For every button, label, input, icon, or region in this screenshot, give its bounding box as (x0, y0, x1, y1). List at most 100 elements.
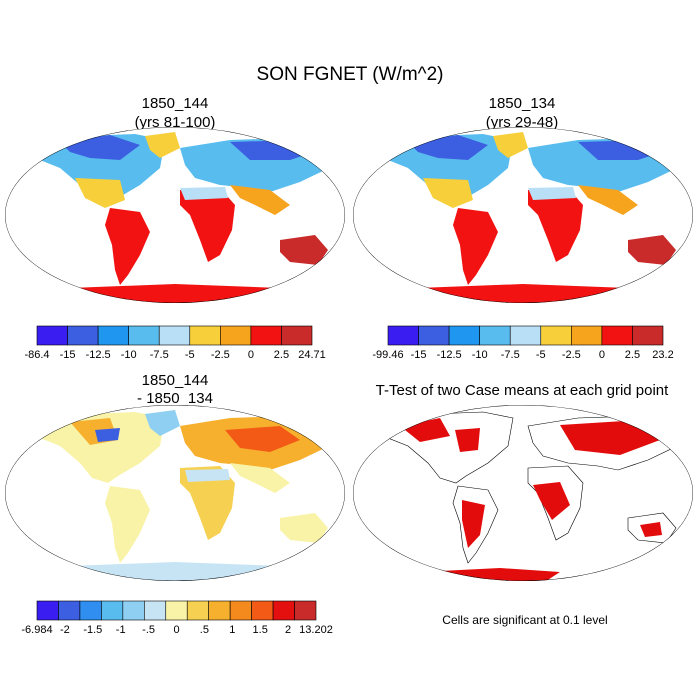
colorbar-tick-label: .5 (200, 624, 209, 636)
land-south-america (453, 208, 498, 285)
colorbar-swatch (479, 325, 511, 346)
colorbar-swatch (79, 600, 102, 621)
colorbar-tick-label: 1 (229, 624, 235, 636)
panel-1-title-line2: (yrs 81-100) (134, 114, 216, 131)
colorbar-tick-label: -15 (60, 349, 76, 361)
colorbar-swatch (128, 325, 160, 346)
land-australia (280, 513, 328, 543)
land-antarctica (20, 284, 330, 303)
colorbar-tick-label: -12.5 (437, 349, 462, 361)
colorbar-tick-label: -2.5 (211, 349, 230, 361)
panel-4-title: T-Test of two Case means at each grid po… (375, 382, 669, 399)
colorbar-swatch (36, 600, 59, 621)
land-sahara (528, 187, 576, 200)
colorbar-swatch (272, 600, 295, 621)
colorbar-tick-label: -7.5 (501, 349, 520, 361)
colorbar-tick-label: 13.202 (299, 624, 333, 636)
land-greenland (493, 132, 528, 158)
colorbar-swatch (448, 325, 480, 346)
colorbar-1: -86.4 -15 -12.5 -10 -7.5 -5 -2.5 0 2.5 24.71 (24, 325, 326, 361)
sig-africa (533, 482, 570, 520)
colorbar-swatch (418, 325, 450, 346)
land-africa-sahel (185, 469, 230, 482)
colorbar-tick-label: -86.4 (24, 349, 49, 361)
land-africa (180, 466, 235, 540)
colorbar-swatch (186, 600, 209, 621)
colorbar-swatch (36, 325, 68, 346)
land-us-south (423, 178, 473, 208)
sig-eurasia (560, 420, 660, 455)
colorbar-swatch (58, 600, 81, 621)
colorbar-tick-label: -6.984 (21, 624, 52, 636)
land-south-asia (230, 185, 290, 215)
colorbar-tick-label: 2.5 (625, 349, 640, 361)
sig-south-america (462, 500, 485, 548)
colorbar-swatch (101, 600, 124, 621)
colorbar-swatch (97, 325, 129, 346)
colorbar-tick-label: -5 (536, 349, 546, 361)
land-north-america (40, 412, 165, 483)
colorbar-swatch (294, 600, 317, 621)
colorbar-tick-label: -2 (60, 624, 70, 636)
land-south-asia (230, 463, 290, 493)
coast-north-america (387, 411, 514, 484)
land-antarctica (20, 562, 330, 581)
colorbar-tick-label: -1.5 (83, 624, 102, 636)
colorbar-swatch (601, 325, 633, 346)
panel-1-title-line1: 1850_144 (141, 95, 209, 112)
map-panel-2 (353, 127, 693, 303)
panel-2-title-line1: 1850_134 (488, 95, 556, 112)
sig-north-america-2 (455, 428, 480, 452)
colorbar-tick-label: -12.5 (86, 349, 111, 361)
colorbar-swatch (208, 600, 231, 621)
colorbar-tick-label: 2 (285, 624, 291, 636)
figure-title: SON FGNET (W/m^2) (256, 64, 444, 85)
colorbar-tick-label: 0 (599, 349, 605, 361)
sig-australia (640, 522, 662, 537)
coast-africa (527, 465, 584, 541)
colorbar-tick-label: 24.71 (298, 349, 326, 361)
footnote: Cells are significant at 0.1 level (442, 613, 608, 627)
colorbar-tick-label: -99.46 (372, 349, 403, 361)
land-africa (528, 188, 583, 262)
colorbar-swatch (144, 600, 167, 621)
land-africa (180, 188, 235, 262)
colorbar-swatch (540, 325, 572, 346)
coast-south-america (452, 485, 499, 564)
colorbar-swatch (122, 600, 145, 621)
map-panel-3 (5, 405, 345, 581)
colorbar-swatch (251, 600, 274, 621)
panel-2-title-line2: (yrs 29-48) (485, 114, 559, 131)
colorbar-3: -6.984 -2 -1.5 -1 -.5 0 .5 1 1.5 2 13.202 (21, 600, 333, 636)
colorbar-swatch (281, 325, 313, 346)
land-south-america (105, 208, 150, 285)
land-australia (280, 235, 328, 265)
colorbar-swatch (165, 600, 188, 621)
colorbar-tick-label: -10 (472, 349, 488, 361)
land-sahara (180, 187, 228, 200)
land-antarctica (368, 284, 678, 303)
land-greenland (145, 410, 180, 436)
panel-3-title-line1: 1850_144 (141, 372, 209, 389)
colorbar-tick-label: 0 (248, 349, 254, 361)
map-panel-4 (353, 405, 693, 581)
colorbar-tick-label: -1 (116, 624, 126, 636)
land-south-america (105, 486, 150, 563)
colorbar-tick-label: -7.5 (150, 349, 169, 361)
colorbar-swatch (250, 325, 282, 346)
colorbar-tick-label: 23.2 (652, 349, 673, 361)
colorbar-tick-label: -2.5 (562, 349, 581, 361)
colorbar-tick-label: 2.5 (274, 349, 289, 361)
land-eurasia-hot (225, 426, 300, 452)
colorbar-swatch (158, 325, 191, 346)
colorbar-swatch (67, 325, 99, 346)
colorbar-swatch (632, 325, 664, 346)
colorbar-tick-label: -10 (121, 349, 137, 361)
colorbar-tick-label: 0 (173, 624, 179, 636)
colorbar-2: -99.46 -15 -12.5 -10 -7.5 -5 -2.5 0 2.5 23.2 (372, 325, 674, 361)
colorbar-swatch (387, 325, 419, 346)
colorbar-swatch (509, 325, 542, 346)
colorbar-tick-label: -5 (185, 349, 195, 361)
land-south-asia (578, 185, 638, 215)
